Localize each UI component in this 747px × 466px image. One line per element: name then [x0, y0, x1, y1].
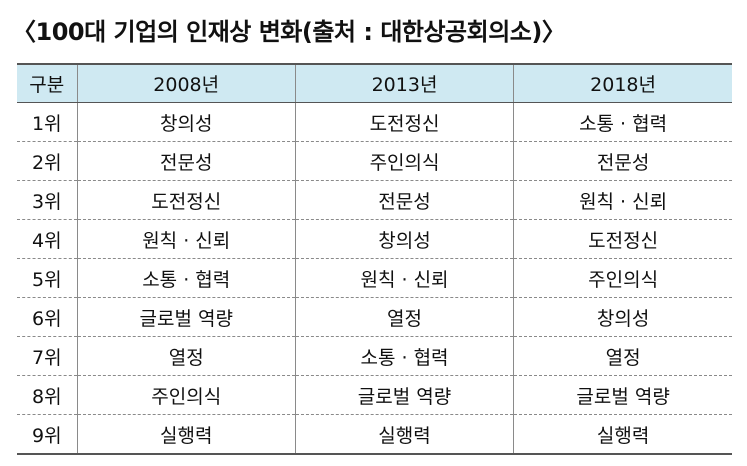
table-row: 5위 소통 · 협력 원칙 · 신뢰 주인의식 [17, 258, 732, 298]
table-cell: 소통 · 협력 [513, 102, 732, 142]
table-cell: 소통 · 협력 [76, 258, 296, 298]
rank-cell: 6위 [17, 297, 78, 337]
table-cell: 글로벌 역량 [76, 297, 296, 337]
column-header-category: 구분 [17, 63, 78, 103]
table-cell: 주인의식 [294, 141, 515, 181]
table-cell: 창의성 [513, 297, 732, 337]
table-row: 7위 열정 소통 · 협력 열정 [17, 336, 732, 376]
table-cell: 열정 [76, 336, 296, 376]
rank-cell: 3위 [17, 180, 78, 220]
column-header-2008: 2008년 [76, 63, 296, 103]
table-cell: 원칙 · 신뢰 [294, 258, 515, 298]
table-cell: 원칙 · 신뢰 [76, 219, 296, 259]
table-row: 4위 원칙 · 신뢰 창의성 도전정신 [17, 219, 732, 259]
table-cell: 글로벌 역량 [294, 375, 515, 415]
table-cell: 전문성 [76, 141, 296, 181]
column-header-2018: 2018년 [513, 63, 732, 103]
table-cell: 도전정신 [513, 219, 732, 259]
table-cell: 열정 [513, 336, 732, 376]
table-cell: 창의성 [76, 102, 296, 142]
page-title: 〈100대 기업의 인재상 변화(출처 : 대한상공회의소)〉 [12, 18, 566, 46]
table-cell: 실행력 [76, 414, 296, 455]
table-row: 1위 창의성 도전정신 소통 · 협력 [17, 102, 732, 142]
table-row: 9위 실행력 실행력 실행력 [17, 414, 732, 455]
rank-cell: 2위 [17, 141, 78, 181]
table-cell: 전문성 [294, 180, 515, 220]
table-row: 3위 도전정신 전문성 원칙 · 신뢰 [17, 180, 732, 220]
table-cell: 실행력 [513, 414, 732, 455]
rank-cell: 5위 [17, 258, 78, 298]
table-header-row: 구분 2008년 2013년 2018년 [17, 63, 732, 103]
table-cell: 도전정신 [76, 180, 296, 220]
column-header-2013: 2013년 [294, 63, 515, 103]
table-cell: 열정 [294, 297, 515, 337]
rank-cell: 1위 [17, 102, 78, 142]
rank-cell: 4위 [17, 219, 78, 259]
rank-cell: 9위 [17, 414, 78, 455]
table-cell: 전문성 [513, 141, 732, 181]
talent-ranking-table: 구분 2008년 2013년 2018년 1위 창의성 도전정신 소통 · 협력… [17, 63, 732, 455]
table-cell: 원칙 · 신뢰 [513, 180, 732, 220]
table-cell: 소통 · 협력 [294, 336, 515, 376]
table-row: 8위 주인의식 글로벌 역량 글로벌 역량 [17, 375, 732, 415]
table-cell: 실행력 [294, 414, 515, 455]
rank-cell: 7위 [17, 336, 78, 376]
rank-cell: 8위 [17, 375, 78, 415]
table-row: 2위 전문성 주인의식 전문성 [17, 141, 732, 181]
table-row: 6위 글로벌 역량 열정 창의성 [17, 297, 732, 337]
table-cell: 주인의식 [76, 375, 296, 415]
table-cell: 주인의식 [513, 258, 732, 298]
table-cell: 도전정신 [294, 102, 515, 142]
table-cell: 창의성 [294, 219, 515, 259]
table-cell: 글로벌 역량 [513, 375, 732, 415]
